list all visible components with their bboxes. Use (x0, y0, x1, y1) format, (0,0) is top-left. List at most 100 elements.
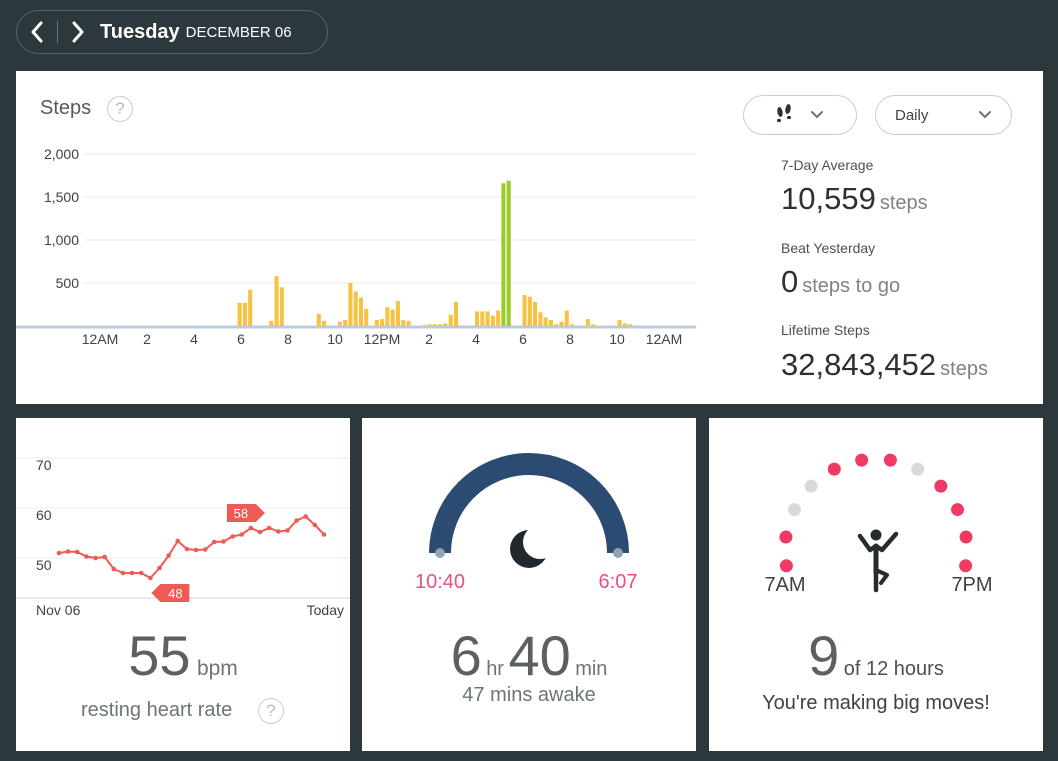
steps-x-tick: 12AM (82, 331, 119, 347)
hr-x-label-start: Nov 06 (36, 602, 81, 618)
previous-day-button[interactable] (17, 11, 57, 53)
steps-bar (591, 324, 596, 326)
steps-y-tick: 2,000 (44, 146, 79, 162)
hr-point (266, 525, 272, 531)
hourly-active-count: 9 (808, 624, 840, 687)
next-day-button[interactable] (58, 11, 98, 53)
hr-point (93, 555, 98, 561)
hr-point (276, 529, 281, 534)
seven-day-average-unit: steps (879, 192, 928, 214)
hour-dot (883, 453, 897, 467)
steps-bar (522, 295, 527, 326)
hr-point (303, 514, 309, 519)
steps-bar (322, 320, 327, 326)
hour-dot (959, 559, 973, 573)
beat-yesterday-value: 0 steps to go (781, 264, 900, 300)
hr-point (257, 529, 263, 535)
period-select[interactable]: Daily (875, 95, 1012, 135)
steps-bar (242, 302, 247, 326)
sleep-hours: 6 (450, 624, 482, 687)
hr-point (148, 575, 153, 581)
steps-bar (427, 324, 432, 326)
sleep-minutes-unit: min (575, 658, 608, 680)
steps-bar (538, 312, 543, 326)
hour-dot (827, 462, 841, 476)
steps-bar (506, 180, 511, 326)
steps-bar (490, 315, 495, 326)
steps-help-button[interactable]: ? (107, 96, 133, 122)
hour-dot (804, 479, 818, 493)
steps-bar (422, 325, 427, 326)
heart-rate-card: 70 60 50 48 58 Nov 06 Today 55 bpm resting hea… (16, 418, 350, 751)
steps-bar (406, 320, 411, 326)
hourly-end-label: 7PM (951, 574, 992, 596)
steps-bar (337, 321, 342, 326)
steps-bar (353, 291, 358, 326)
hour-dot (779, 559, 793, 573)
steps-bar (453, 301, 458, 326)
sleep-start-time: 10:40 (415, 571, 465, 593)
steps-bar (448, 314, 453, 326)
heart-rate-chart: 70 60 50 48 58 Nov 06 Today (16, 457, 350, 618)
chevron-down-icon (811, 111, 823, 118)
steps-x-tick: 6 (519, 331, 527, 347)
steps-y-tick: 1,000 (44, 232, 79, 248)
hr-point (129, 570, 135, 576)
nav-divider (57, 21, 58, 43)
steps-bar (496, 310, 501, 326)
steps-bar (432, 324, 437, 326)
steps-y-tick: 500 (56, 275, 80, 291)
person-moving-icon (857, 529, 899, 593)
sleep-end-time: 6:07 (599, 571, 638, 593)
steps-bar (364, 308, 369, 326)
sleep-minutes: 40 (508, 624, 571, 687)
hour-dot (934, 479, 948, 493)
hr-point (84, 554, 89, 559)
steps-x-tick: 10 (327, 331, 343, 347)
steps-bar (628, 324, 633, 326)
hr-x-label-end: Today (307, 602, 344, 618)
steps-bar (316, 313, 321, 326)
steps-bar (443, 323, 448, 326)
hourly-start-label: 7AM (764, 574, 805, 596)
hour-dot (855, 453, 869, 467)
sleep-end-dot (613, 548, 623, 558)
moon-icon (510, 525, 557, 568)
help-icon: ? (115, 99, 125, 118)
sleep-hours-unit: hr (486, 658, 504, 680)
steps-bar (390, 309, 395, 326)
hr-point (248, 525, 254, 531)
steps-bar (527, 296, 532, 326)
steps-bar (569, 324, 575, 326)
steps-bar (475, 311, 480, 326)
hr-point (184, 546, 190, 552)
hour-dot (959, 530, 973, 544)
hour-dot (779, 530, 793, 544)
hourly-activity-gauge: 7AM 7PM (764, 453, 993, 596)
hr-point (312, 522, 318, 528)
lifetime-steps-label: Lifetime Steps (781, 322, 870, 338)
steps-x-tick: 4 (472, 331, 480, 347)
steps-bar (554, 324, 559, 326)
hr-point (285, 528, 290, 533)
chevron-down-icon (979, 111, 991, 118)
steps-x-tick: 4 (190, 331, 198, 347)
hr-point (239, 532, 245, 537)
seven-day-average-label: 7-Day Average (781, 157, 874, 173)
hr-point (56, 550, 62, 556)
steps-bar (401, 319, 406, 326)
steps-bar (559, 321, 564, 326)
steps-bar (237, 302, 242, 326)
steps-bar (585, 319, 590, 326)
hr-point (193, 547, 199, 553)
hourly-message: You're making big moves! (762, 692, 990, 714)
hour-dot (787, 503, 801, 517)
resting-heart-rate-label: resting heart rate (81, 699, 233, 721)
help-icon: ? (266, 701, 276, 720)
activity-type-select[interactable] (743, 95, 857, 135)
lifetime-steps-value: 32,843,452 steps (781, 347, 988, 383)
heart-rate-help-button[interactable]: ? (258, 698, 284, 724)
hr-y-tick: 60 (36, 507, 52, 523)
date-day: Tuesday (100, 20, 180, 43)
hr-min-label: 48 (168, 586, 182, 601)
